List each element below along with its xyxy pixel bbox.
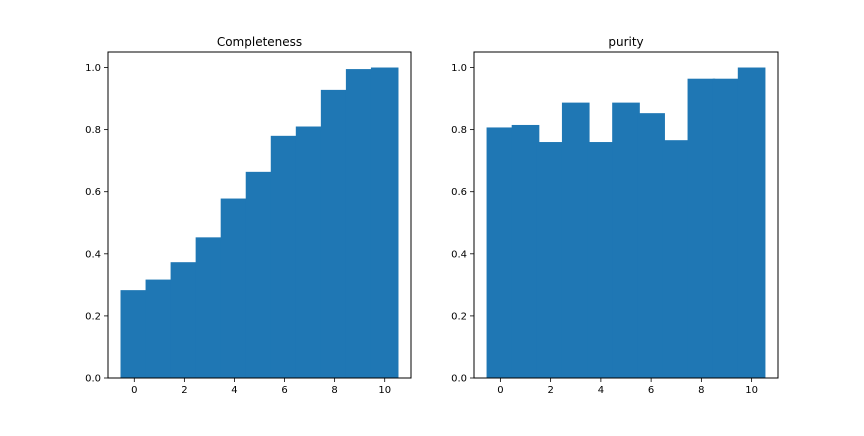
bar xyxy=(486,127,515,378)
bar xyxy=(195,237,224,378)
bar xyxy=(120,290,149,378)
bar xyxy=(370,67,399,379)
x-tick-label: 10 xyxy=(378,385,391,396)
bar xyxy=(587,142,615,378)
bar xyxy=(687,78,716,378)
y-tick-label: 1.0 xyxy=(85,63,101,74)
x-tick-label: 2 xyxy=(547,385,553,396)
y-tick-label: 0.2 xyxy=(85,311,101,322)
x-tick-label: 0 xyxy=(131,385,137,396)
bar xyxy=(270,135,299,378)
x-tick-label: 10 xyxy=(745,385,758,396)
bar xyxy=(637,113,665,378)
bar xyxy=(320,89,349,378)
x-tick-label: 4 xyxy=(598,385,604,396)
axes-frame xyxy=(473,51,779,379)
y-tick-label: 0.6 xyxy=(85,187,101,198)
y-tick-label: 0.8 xyxy=(451,125,467,136)
bar xyxy=(712,78,741,378)
y-tick-label: 0.6 xyxy=(451,187,467,198)
y-tick-label: 0.2 xyxy=(451,311,467,322)
purity-panel: purity 0 2 4 6 8 10 0.0 0.2 0.4 0.6 0.8 1.0 xyxy=(451,35,779,396)
y-tick-label: 0.4 xyxy=(85,249,101,260)
bar xyxy=(345,69,374,378)
bar xyxy=(612,102,640,379)
x-tick-label: 8 xyxy=(698,385,704,396)
bar xyxy=(170,262,199,378)
x-tick-label: 6 xyxy=(648,385,654,396)
bar xyxy=(220,198,249,378)
bar xyxy=(245,171,274,378)
axes-frame xyxy=(107,51,412,379)
completeness-panel: Completeness 0 2 4 6 8 10 0.0 0.2 0.4 0.6 0.8 1.0 xyxy=(85,35,412,396)
x-tick-label: 2 xyxy=(181,385,187,396)
bar xyxy=(295,126,324,378)
bar xyxy=(511,124,540,379)
y-tick-label: 1.0 xyxy=(451,63,467,74)
x-tick-label: 0 xyxy=(497,385,503,396)
y-tick-label: 0.4 xyxy=(451,249,467,260)
x-tick-label: 6 xyxy=(281,385,287,396)
bar xyxy=(536,142,565,378)
bar xyxy=(737,67,766,379)
bar xyxy=(145,279,174,378)
bar xyxy=(662,140,691,378)
y-tick-label: 0.0 xyxy=(451,374,467,385)
x-tick-label: 4 xyxy=(231,385,237,396)
y-tick-label: 0.0 xyxy=(85,374,101,385)
chart-title: Completeness xyxy=(217,35,302,49)
x-tick-label: 8 xyxy=(331,385,337,396)
chart-title: purity xyxy=(608,35,643,49)
y-tick-label: 0.8 xyxy=(85,125,101,136)
bar xyxy=(561,102,590,379)
